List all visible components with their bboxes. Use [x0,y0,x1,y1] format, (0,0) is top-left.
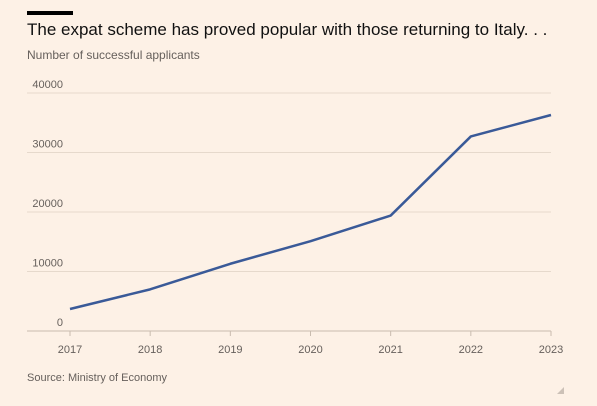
y-axis-ticks: 0 10000 20000 30000 40000 [32,79,63,329]
gridlines [27,92,551,332]
resize-corner-icon [557,387,564,394]
source-note: Source: Ministry of Economy [27,372,167,384]
y-tick-label: 40000 [32,79,63,91]
chart-title: The expat scheme has proved popular with… [27,20,548,39]
y-tick-label: 20000 [32,198,63,210]
x-tick-label: 2020 [298,344,322,356]
x-tick-label: 2019 [218,344,242,356]
x-tick-label: 2023 [539,344,563,356]
x-axis-ticks: 2017 2018 2019 2020 2021 2022 2023 [58,331,563,356]
series-line [69,113,552,311]
y-tick-label: 10000 [32,258,63,270]
y-tick-label: 30000 [32,139,63,151]
x-tick-label: 2021 [378,344,402,356]
header-accent-bar [27,11,73,15]
x-tick-label: 2018 [138,344,162,356]
x-tick-label: 2017 [58,344,82,356]
x-tick-label: 2022 [459,344,483,356]
series-group [69,113,552,311]
chart-subtitle: Number of successful applicants [27,48,200,62]
y-tick-label: 0 [57,317,63,329]
